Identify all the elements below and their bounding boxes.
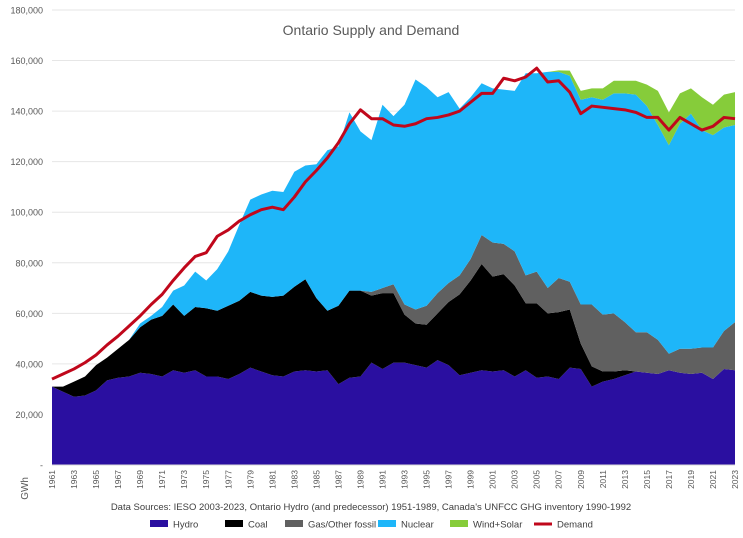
area-hydro — [52, 360, 735, 465]
x-tick-label: 1973 — [179, 470, 189, 489]
legend-label-nuclear: Nuclear — [401, 520, 434, 531]
x-tick-label: 1963 — [69, 470, 79, 489]
x-axis: 1961 1963 1965 1967 1969 1971 1973 1975 1977 1979… — [47, 470, 740, 489]
stacked-areas — [52, 70, 735, 465]
x-tick-label: 1975 — [201, 470, 211, 489]
x-tick-label: 1985 — [311, 470, 321, 489]
x-tick-label: 1993 — [400, 470, 410, 489]
y-tick-label: 160,000 — [10, 56, 43, 66]
legend-label-wind-solar: Wind+Solar — [473, 520, 522, 531]
x-tick-label: 1967 — [113, 470, 123, 489]
x-tick-label: 2007 — [554, 470, 564, 489]
x-tick-label: 2009 — [576, 470, 586, 489]
x-tick-label: 1995 — [422, 470, 432, 489]
demand-line-group — [51, 66, 736, 381]
legend-label-coal: Coal — [248, 520, 268, 531]
x-tick-label: 1977 — [223, 470, 233, 489]
x-tick-label: 2013 — [620, 470, 630, 489]
x-tick-label: 2019 — [686, 470, 696, 489]
area-coal — [52, 264, 735, 397]
x-tick-label: 1999 — [466, 470, 476, 489]
y-tick-label: 180,000 — [10, 6, 43, 16]
x-tick-label: 2017 — [664, 470, 674, 489]
legend-label-gas-other-fossil: Gas/Other fossil — [308, 520, 376, 531]
x-tick-label: 1991 — [377, 470, 387, 489]
x-tick-label: 1971 — [157, 470, 167, 489]
legend-swatch-coal — [225, 520, 243, 527]
chart-title: Ontario Supply and Demand — [283, 22, 460, 38]
y-tick-label: 40,000 — [15, 359, 43, 369]
x-tick-label: 1961 — [47, 470, 57, 489]
demand-line — [51, 66, 736, 381]
y-tick-label: 20,000 — [15, 410, 43, 420]
y-tick-label: 120,000 — [10, 157, 43, 167]
x-tick-label: 1979 — [245, 470, 255, 489]
x-tick-label: 1987 — [333, 470, 343, 489]
legend-label-demand: Demand — [557, 520, 593, 531]
x-tick-label: 2005 — [532, 470, 542, 489]
y-tick-label: 140,000 — [10, 107, 43, 117]
x-tick-label: 2023 — [730, 470, 740, 489]
x-tick-label: 2015 — [642, 470, 652, 489]
y-tick-label: - — [40, 461, 43, 471]
x-tick-label: 2011 — [598, 470, 608, 489]
source-note: Data Sources: IESO 2003-2023, Ontario Hy… — [111, 502, 631, 513]
legend-swatch-wind-solar — [450, 520, 468, 527]
y-axis: - 20,000 40,000 60,000 80,000 100,000 120,000 1… — [10, 6, 43, 471]
x-tick-label: 1997 — [444, 470, 454, 489]
y-axis-label: GWh — [20, 477, 31, 500]
area-nuclear — [52, 71, 735, 387]
legend-label-hydro: Hydro — [173, 520, 198, 531]
y-tick-label: 100,000 — [10, 208, 43, 218]
legend-swatch-nuclear — [378, 520, 396, 527]
x-tick-label: 2021 — [708, 470, 718, 489]
y-tick-label: 80,000 — [15, 258, 43, 268]
x-tick-label: 1965 — [91, 470, 101, 489]
x-tick-label: 2003 — [510, 470, 520, 489]
legend-swatch-gas-other-fossil — [285, 520, 303, 527]
y-tick-label: 60,000 — [15, 309, 43, 319]
x-tick-label: 1981 — [267, 470, 277, 489]
area-gas-other-fossil — [52, 234, 735, 387]
x-tick-label: 2001 — [488, 470, 498, 489]
x-tick-label: 1969 — [135, 470, 145, 489]
legend: Hydro Coal Gas/Other fossil Nuclear Wind+Sol… — [150, 520, 593, 531]
x-tick-label: 1983 — [289, 470, 299, 489]
x-tick-label: 1989 — [355, 470, 365, 489]
legend-swatch-hydro — [150, 520, 168, 527]
